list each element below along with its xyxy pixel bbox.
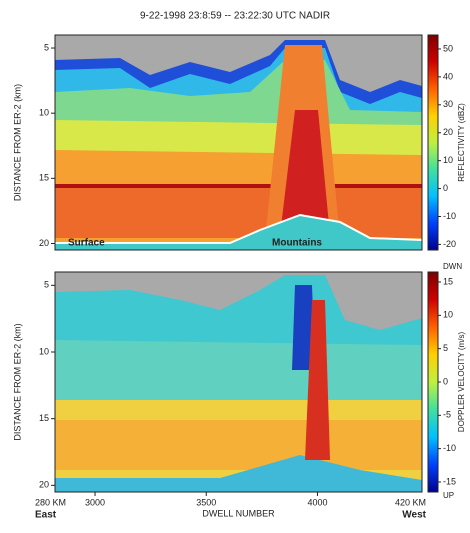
colorbar-tick-label: 5 bbox=[443, 343, 448, 353]
x-axis-label: DWELL NUMBER bbox=[202, 508, 275, 518]
colorbar-tick-label: 20 bbox=[443, 127, 453, 137]
colorbar-tick-label: 0 bbox=[443, 376, 448, 386]
colorbar-tick-label: -10 bbox=[443, 211, 456, 221]
colorbar-tick-label: 40 bbox=[443, 71, 453, 81]
colorbar-tick-label: 10 bbox=[443, 310, 453, 320]
colorbar bbox=[427, 271, 439, 493]
colorbar-tick-label: -5 bbox=[443, 410, 451, 420]
colorbar-tick-label: -15 bbox=[443, 476, 456, 486]
y-tick-label: 15 bbox=[39, 173, 49, 183]
colorbar-tick-label: 10 bbox=[443, 155, 453, 165]
x-tick-label: 3500 bbox=[196, 497, 216, 507]
colorbar-tick-label: 30 bbox=[443, 99, 453, 109]
velocity-image bbox=[55, 272, 422, 492]
colorbar-end-label: DWN bbox=[443, 262, 462, 271]
x-start-direction: East bbox=[35, 510, 57, 521]
y-tick-label: 5 bbox=[44, 280, 49, 290]
y-tick-label: 10 bbox=[39, 108, 49, 118]
colorbar-tick-label: -10 bbox=[443, 443, 456, 453]
colorbar-tick-label: -20 bbox=[443, 239, 456, 249]
reflectivity-image bbox=[55, 35, 422, 250]
colorbar-label: DOPPLER VELOCITY (m/s) bbox=[457, 332, 466, 433]
x-end-direction: West bbox=[402, 510, 426, 521]
annotation: Surface bbox=[68, 238, 105, 249]
x-tick-label: 4000 bbox=[307, 497, 327, 507]
y-tick-label: 20 bbox=[39, 480, 49, 490]
colorbar-label: REFLECTIVITY (dBZ) bbox=[457, 103, 466, 182]
frame bbox=[54, 271, 423, 493]
y-tick-label: 20 bbox=[39, 238, 49, 248]
colorbar bbox=[427, 34, 439, 251]
y-axis-label: DISTANCE FROM ER-2 (km) bbox=[12, 323, 22, 440]
title: 9-22-1998 23:8:59 -- 23:22:30 UTC NADIR bbox=[140, 11, 330, 22]
y-tick-label: 10 bbox=[39, 346, 49, 356]
x-start-label: 280 KM bbox=[35, 497, 66, 507]
colorbar-end-label: UP bbox=[443, 491, 454, 500]
colorbar-tick-label: 0 bbox=[443, 183, 448, 193]
y-tick-label: 5 bbox=[44, 42, 49, 52]
x-tick-label: 3000 bbox=[85, 497, 105, 507]
x-end-label: 420 KM bbox=[395, 497, 426, 507]
frame bbox=[54, 34, 423, 251]
colorbar-tick-label: 50 bbox=[443, 43, 453, 53]
annotation: Mountains bbox=[272, 238, 322, 249]
y-axis-label: DISTANCE FROM ER-2 (km) bbox=[12, 84, 22, 201]
y-tick-label: 15 bbox=[39, 413, 49, 423]
colorbar-tick-label: 15 bbox=[443, 276, 453, 286]
